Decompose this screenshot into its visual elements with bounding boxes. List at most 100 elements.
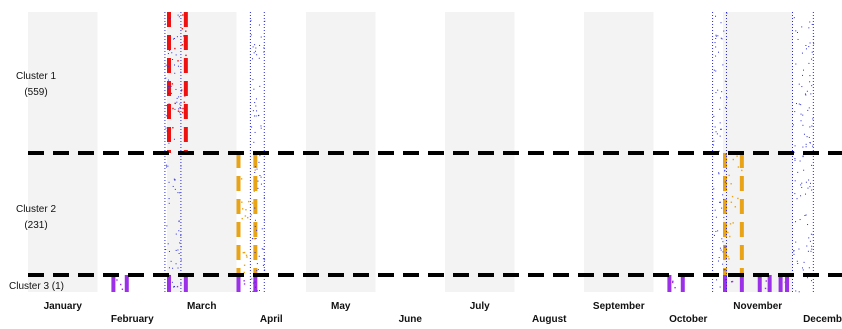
- dotted-band-dot: [714, 126, 716, 128]
- dotted-band-dot: [800, 184, 802, 186]
- dotted-band-dot: [257, 269, 259, 271]
- band-dot: [172, 107, 174, 110]
- dotted-band-dot: [794, 111, 796, 113]
- dotted-band-dot: [167, 53, 169, 55]
- dotted-band-dot: [811, 189, 813, 191]
- dotted-band-dot: [250, 34, 252, 36]
- band-dot: [254, 238, 256, 240]
- dotted-band-dot: [811, 51, 813, 53]
- dotted-band-dot: [808, 136, 810, 138]
- dotted-band-dot: [167, 92, 169, 94]
- dotted-band-dot: [254, 131, 256, 133]
- dotted-band-dot: [178, 252, 180, 254]
- dotted-band-dot: [254, 166, 256, 168]
- dotted-band-dot: [793, 151, 795, 153]
- dotted-band-dot: [175, 54, 177, 56]
- band-dot: [252, 282, 255, 284]
- dotted-band-dot: [722, 251, 724, 253]
- dotted-band-dot: [166, 130, 168, 132]
- dotted-band-dot: [178, 221, 180, 223]
- dotted-band-dot: [178, 16, 180, 18]
- dotted-band-dot: [798, 103, 800, 105]
- band-dot: [741, 169, 743, 172]
- dotted-band-layer: [164, 12, 815, 293]
- band-dot: [784, 281, 787, 284]
- dotted-band-dot: [718, 51, 720, 53]
- dotted-band-dot: [251, 126, 253, 128]
- band-dot: [184, 42, 186, 44]
- dotted-band-dot: [720, 128, 722, 130]
- dotted-band-dot: [799, 160, 801, 162]
- dotted-band-dot: [175, 263, 177, 265]
- dotted-band-dot: [168, 267, 170, 269]
- dotted-band-dot: [724, 107, 726, 109]
- band-dot: [172, 127, 174, 129]
- dotted-band-dot: [726, 97, 728, 99]
- band-dot: [241, 201, 243, 203]
- dotted-band-dot: [803, 169, 805, 171]
- cluster-label: Cluster 1: [16, 71, 56, 82]
- dotted-band-dot: [178, 108, 180, 110]
- dotted-band-dot: [173, 64, 175, 66]
- dotted-band-dot: [794, 193, 796, 195]
- dotted-band-dot: [808, 46, 810, 48]
- dotted-band-dot: [800, 195, 802, 197]
- dotted-band-dot: [810, 93, 812, 95]
- dotted-band-dot: [170, 260, 172, 262]
- dotted-band-dot: [812, 234, 814, 236]
- dotted-band-dot: [724, 169, 726, 171]
- dotted-band-dot: [251, 278, 253, 280]
- dotted-band-dot: [166, 225, 168, 227]
- highlight-band-3: [723, 153, 744, 275]
- dotted-band-dot: [167, 165, 169, 167]
- dotted-band-dot: [173, 285, 175, 287]
- dotted-band-dot: [720, 128, 722, 130]
- dotted-band-dot: [796, 198, 798, 200]
- dotted-band-dot: [802, 124, 804, 126]
- dotted-band-dot: [812, 118, 814, 120]
- cluster-count: (231): [24, 220, 47, 231]
- dotted-band-dot: [178, 230, 180, 232]
- dotted-band-dot: [801, 182, 803, 184]
- band-dot: [171, 83, 174, 85]
- dotted-band-dot: [260, 127, 262, 129]
- dotted-band-dot: [721, 238, 723, 240]
- band-dot: [183, 40, 186, 43]
- dotted-band-dot: [264, 259, 266, 261]
- dotted-band-dot: [811, 58, 813, 60]
- band-dot: [183, 101, 186, 103]
- dotted-band-dot: [254, 219, 256, 221]
- band-dot: [243, 264, 246, 266]
- band-dot: [240, 178, 243, 180]
- band-dot: [732, 222, 734, 224]
- dotted-band-dot: [792, 250, 794, 252]
- highlight-band-1: [167, 12, 188, 153]
- band-dot: [736, 155, 738, 157]
- dotted-band-dot: [261, 248, 263, 250]
- dotted-band-dot: [802, 114, 804, 116]
- dotted-band-dot: [717, 260, 719, 262]
- dotted-band-dot: [719, 97, 721, 99]
- dotted-band-dot: [263, 51, 265, 53]
- dotted-band-dot: [170, 85, 172, 87]
- dotted-band-dot: [258, 290, 260, 292]
- dotted-band-dot: [166, 166, 168, 168]
- band-dot: [728, 174, 730, 177]
- cluster-label: Cluster 3 (1): [9, 281, 64, 292]
- dotted-band-dot: [172, 59, 174, 61]
- band-dot: [245, 254, 248, 257]
- band-dot: [247, 200, 250, 203]
- dotted-band-dot: [804, 93, 806, 95]
- dotted-band-dot: [168, 142, 170, 144]
- month-axis-layer: January February March April May June July Augu…: [44, 301, 842, 325]
- dotted-band-1: [164, 12, 182, 292]
- highlight-band-6: [236, 275, 258, 292]
- dotted-band-dot: [794, 145, 796, 147]
- band-dot: [734, 206, 737, 208]
- month-tick-label: January: [44, 301, 83, 312]
- dotted-band-dot: [719, 108, 721, 110]
- dotted-band-dot: [718, 257, 720, 259]
- dotted-band-dot: [257, 115, 259, 117]
- dotted-band-dot: [254, 252, 256, 254]
- dotted-band-dot: [802, 155, 804, 157]
